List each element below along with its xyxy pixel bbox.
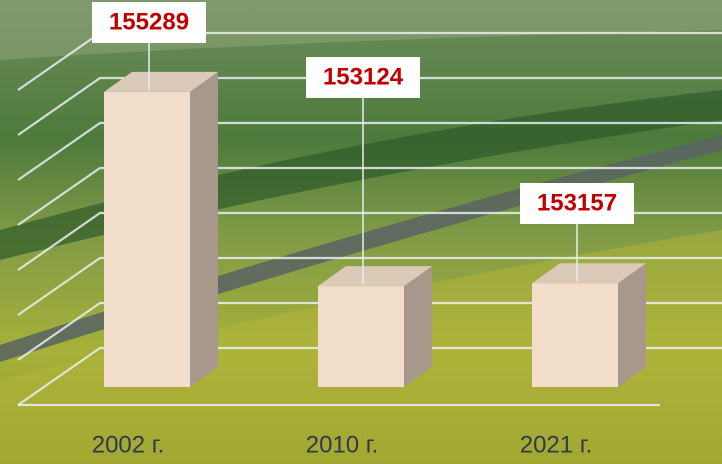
bar [318,286,404,387]
x-tick-label: 2010 г. [306,431,379,458]
x-tick-label: 2021 г. [520,431,593,458]
bar-side [618,263,646,387]
value-label: 153124 [323,63,404,90]
bar [532,283,618,387]
bar-3d [532,263,646,387]
bar-side [404,266,432,387]
value-label: 153157 [537,189,617,216]
bar [104,92,190,387]
bar-3d [318,266,432,387]
value-label: 155289 [109,8,189,35]
bar-side [190,72,218,387]
chart: 155289 2002 г. 153124 2010 г. 153157 2021 г. [0,0,722,464]
bar-3d [104,72,218,387]
x-tick-label: 2002 г. [92,431,165,458]
